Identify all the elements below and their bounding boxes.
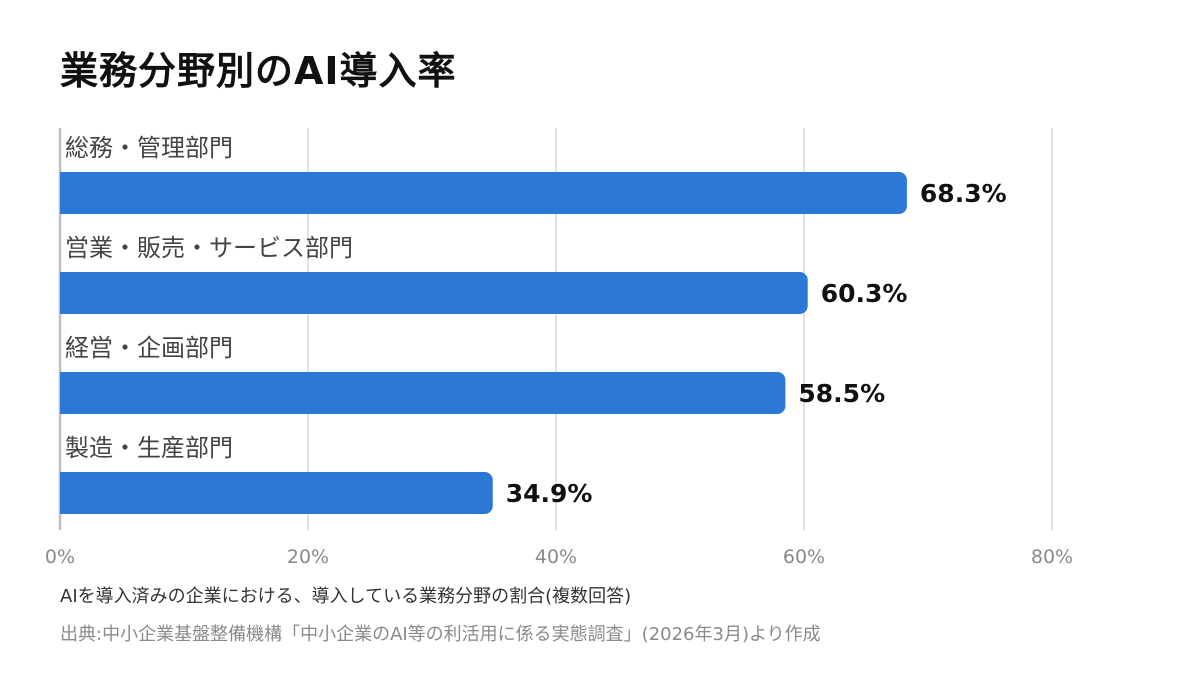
bar (60, 372, 786, 414)
category-label: 営業・販売・サービス部門 (65, 234, 353, 262)
x-tick-label: 80% (1031, 546, 1073, 568)
data-label: 34.9% (506, 479, 593, 508)
category-label: 経営・企画部門 (65, 334, 233, 362)
bar (60, 472, 493, 514)
bar (60, 272, 808, 314)
category-label: 総務・管理部門 (65, 134, 233, 162)
chart-note: AIを導入済みの企業における、導入している業務分野の割合(複数回答) (60, 586, 632, 607)
data-label: 68.3% (920, 179, 1007, 208)
data-label: 60.3% (821, 279, 908, 308)
bar (60, 172, 907, 214)
bar-base (60, 272, 72, 314)
category-label: 製造・生産部門 (65, 434, 233, 462)
bar-base (60, 472, 72, 514)
chart-source: 出典:中小企業基盤整備機構「中小企業のAI等の利活用に係る実態調査」(2026年… (60, 624, 821, 645)
x-tick-label: 60% (783, 546, 825, 568)
bar-base (60, 372, 72, 414)
chart-title: 業務分野別のAI導入率 (60, 49, 457, 93)
data-label: 58.5% (798, 379, 885, 408)
x-tick-label: 40% (535, 546, 577, 568)
bar-base (60, 172, 72, 214)
x-tick-label: 20% (287, 546, 329, 568)
x-tick-label: 0% (45, 546, 75, 568)
